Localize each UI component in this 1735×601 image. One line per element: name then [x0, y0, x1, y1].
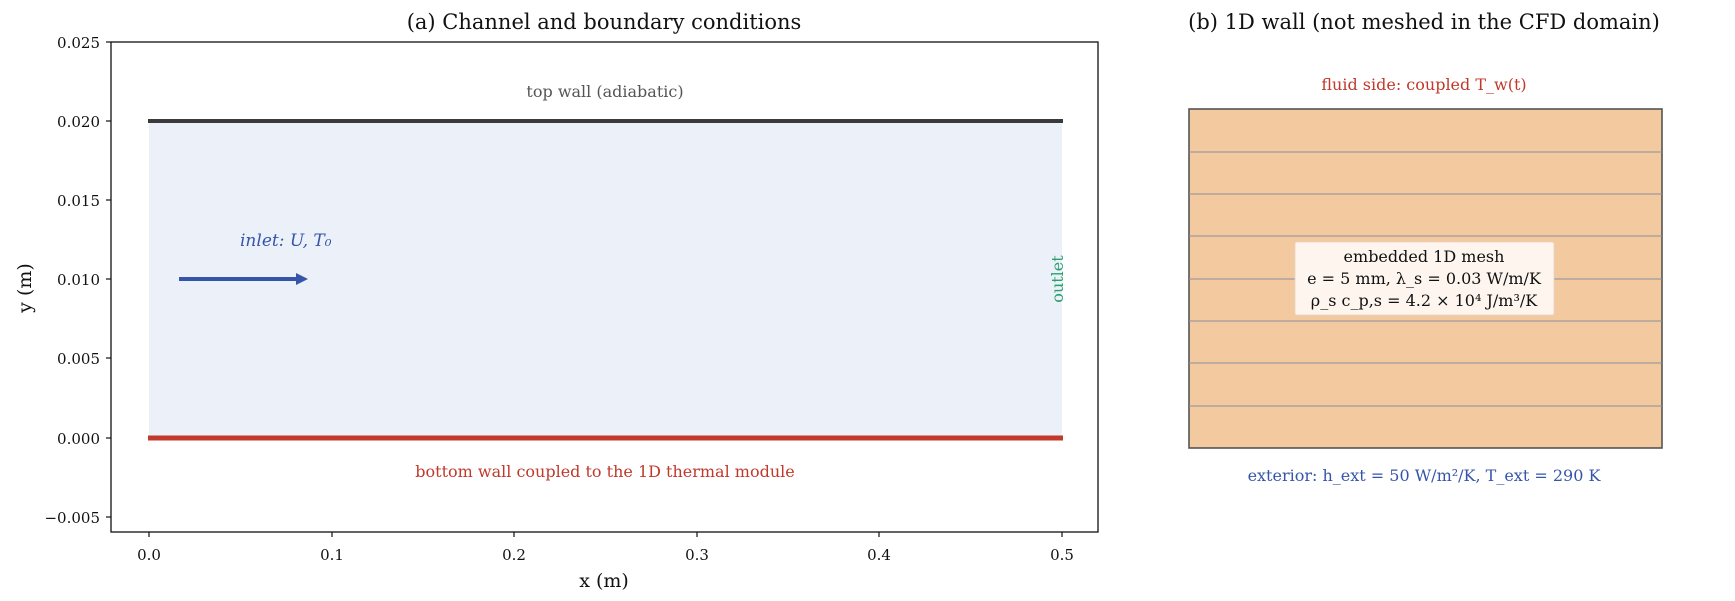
- y-axis-label: y (m): [14, 263, 36, 314]
- info-line: embedded 1D mesh: [1344, 247, 1505, 266]
- x-tick-label: 0.4: [867, 546, 891, 564]
- fluid-side-label: fluid side: coupled T_w(t): [1321, 75, 1526, 94]
- panel-a: (a) Channel and boundary conditions top …: [14, 10, 1099, 592]
- inlet-arrow: [179, 273, 308, 285]
- info-line: ρ_s c_p,s = 4.2 × 10⁴ J/m³/K: [1311, 291, 1538, 310]
- y-tick-label: 0.025: [57, 34, 100, 52]
- panel-b-title: (b) 1D wall (not meshed in the CFD domai…: [1188, 10, 1660, 34]
- outlet-label: outlet: [1048, 255, 1067, 303]
- panel-b: (b) 1D wall (not meshed in the CFD domai…: [1188, 10, 1663, 485]
- y-axis: 0.025 0.020 0.015 0.010 0.005 0.000 −0.0…: [44, 34, 111, 527]
- x-tick-label: 0.3: [685, 546, 709, 564]
- wall-mesh-lines: [1189, 151, 1662, 407]
- y-tick-label: 0.005: [57, 350, 100, 368]
- info-line: e = 5 mm, λ_s = 0.03 W/m/K: [1307, 269, 1542, 288]
- x-axis: 0.0 0.1 0.2 0.3 0.4 0.5: [137, 532, 1074, 564]
- y-tick-label: 0.010: [57, 271, 100, 289]
- wall-info-box: [1294, 241, 1555, 316]
- exterior-label: exterior: h_ext = 50 W/m²/K, T_ext = 290…: [1248, 466, 1602, 485]
- inlet-label: inlet: U, T₀: [240, 231, 332, 251]
- y-tick-label: 0.000: [57, 430, 100, 448]
- x-tick-label: 0.5: [1050, 546, 1074, 564]
- x-axis-label: x (m): [579, 570, 629, 592]
- panel-a-title: (a) Channel and boundary conditions: [407, 10, 802, 34]
- y-tick-label: 0.020: [57, 113, 100, 131]
- y-tick-label: 0.015: [57, 192, 100, 210]
- x-tick-label: 0.0: [137, 546, 161, 564]
- top-wall-label: top wall (adiabatic): [526, 82, 683, 101]
- axes-frame: [110, 41, 1099, 533]
- x-tick-label: 0.1: [320, 546, 344, 564]
- bottom-wall-label: bottom wall coupled to the 1D thermal mo…: [415, 462, 794, 481]
- x-tick-label: 0.2: [502, 546, 526, 564]
- y-tick-label: −0.005: [44, 509, 100, 527]
